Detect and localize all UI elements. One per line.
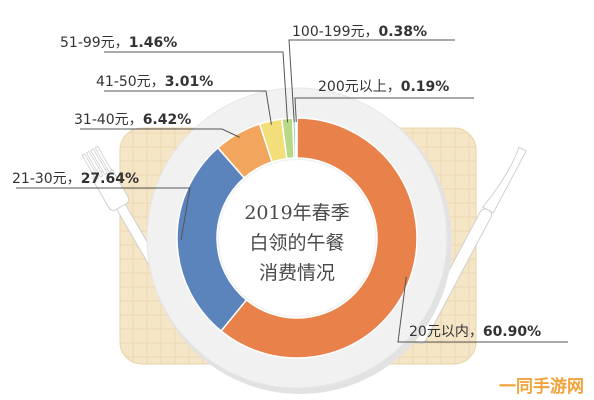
- watermark-text: 一同手游网: [499, 376, 584, 397]
- fork-tine: [85, 150, 104, 178]
- label-200-plus-pct: 0.19%: [401, 79, 450, 95]
- label-under-20-pct: 60.90%: [483, 324, 541, 340]
- center-title-line-2: 白领的午餐: [249, 232, 344, 254]
- donut-center: [219, 160, 375, 316]
- label-31-40-pct: 6.42%: [143, 112, 192, 128]
- label-41-50-pct: 3.01%: [165, 74, 214, 90]
- donut-slice: [294, 117, 298, 159]
- fork-tine: [81, 153, 100, 181]
- label-21-30-name: 21-30元，: [12, 171, 81, 187]
- label-100-199-pct: 0.38%: [379, 24, 428, 40]
- center-title: 2019年春季 白领的午餐 消费情况: [244, 202, 349, 284]
- label-under-20-name: 20元以内，: [409, 324, 483, 340]
- label-under-20: 20元以内，60.90%: [409, 324, 541, 340]
- leader-line: [104, 51, 289, 123]
- leader-line: [80, 128, 240, 138]
- slice-labels: 51-99元，1.46% 41-50元，3.01% 31-40元，6.42% 2…: [12, 24, 541, 340]
- leader-line: [104, 90, 272, 125]
- label-51-99: 51-99元，1.46%: [60, 35, 177, 51]
- fork-tine: [90, 148, 108, 176]
- label-100-199-name: 100-199元，: [292, 24, 379, 40]
- donut-slice: [220, 117, 418, 359]
- label-31-40: 31-40元，6.42%: [74, 112, 191, 128]
- donut-slices: [176, 117, 418, 359]
- leader-line: [294, 97, 474, 123]
- leader-line: [397, 276, 568, 343]
- watermark: 一同手游网: [499, 376, 584, 397]
- label-21-30: 21-30元，27.64%: [12, 171, 139, 187]
- leader-line: [288, 39, 455, 123]
- fork-tine: [94, 145, 113, 173]
- label-100-199: 100-199元，0.38%: [292, 24, 427, 40]
- label-51-99-name: 51-99元，: [60, 35, 129, 51]
- label-51-99-pct: 1.46%: [129, 35, 178, 51]
- center-title-line-1: 2019年春季: [244, 202, 349, 224]
- label-31-40-name: 31-40元，: [74, 112, 143, 128]
- label-200-plus: 200元以上，0.19%: [318, 79, 449, 95]
- center-title-line-3: 消费情况: [259, 262, 335, 284]
- label-41-50-name: 41-50元，: [96, 74, 165, 90]
- label-41-50: 41-50元，3.01%: [96, 74, 213, 90]
- label-21-30-pct: 27.64%: [81, 171, 139, 187]
- leader-line: [16, 187, 191, 241]
- leader-lines: [16, 39, 568, 343]
- label-200-plus-name: 200元以上，: [318, 79, 401, 95]
- knife-blade: [481, 146, 527, 214]
